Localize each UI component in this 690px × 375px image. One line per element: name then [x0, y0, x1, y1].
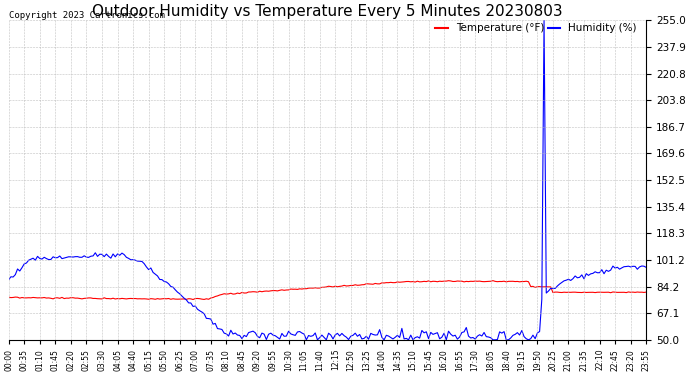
- Text: Copyright 2023 Cartronics.com: Copyright 2023 Cartronics.com: [9, 11, 164, 20]
- Title: Outdoor Humidity vs Temperature Every 5 Minutes 20230803: Outdoor Humidity vs Temperature Every 5 …: [92, 4, 563, 19]
- Legend: Temperature (°F), Humidity (%): Temperature (°F), Humidity (%): [431, 19, 641, 38]
